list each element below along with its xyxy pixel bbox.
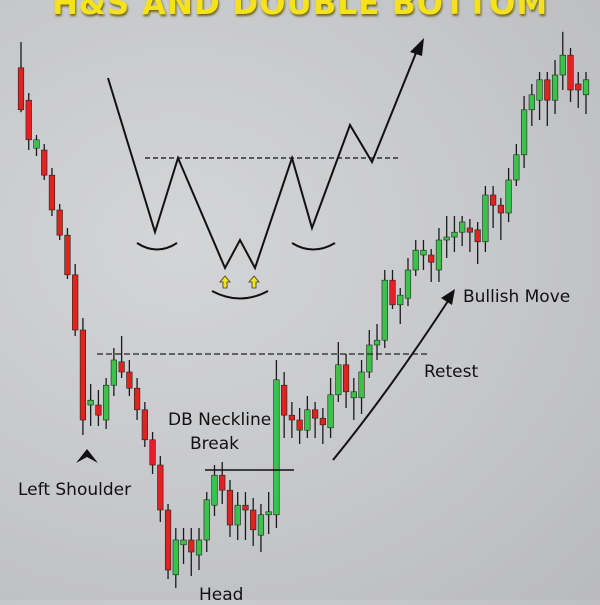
candle-bullish — [451, 231, 458, 238]
candle-bearish — [575, 83, 582, 91]
bullish-arrowhead-icon — [441, 289, 455, 305]
chevron-up-icon — [76, 449, 98, 463]
candle-bearish — [497, 204, 504, 214]
candle-bullish — [257, 514, 265, 536]
candle-bearish — [296, 419, 303, 431]
candle-bullish — [520, 109, 528, 156]
candle-bullish — [358, 371, 365, 399]
candle-bearish — [17, 67, 25, 111]
candle-bullish — [435, 239, 443, 271]
candle-bullish — [381, 279, 388, 341]
candle-bullish — [582, 79, 590, 96]
schematic-arrowhead-icon — [410, 38, 424, 56]
candle-bearish — [428, 254, 435, 263]
candle-bullish — [536, 79, 543, 101]
candle-bearish — [250, 509, 257, 531]
candle-bullish — [172, 539, 179, 576]
candle-bearish — [149, 439, 156, 466]
candle-bearish — [219, 474, 226, 491]
head-arc — [211, 290, 269, 300]
schematic-price-path — [107, 47, 419, 271]
candle-bullish — [350, 391, 357, 399]
candle-bearish — [474, 229, 481, 243]
candle-bearish — [48, 174, 56, 211]
candle-bullish — [366, 344, 373, 373]
candle-bullish — [211, 474, 218, 506]
page-title: H&S AND DOUBLE BOTTOM — [51, 0, 549, 22]
candle-bearish — [72, 274, 79, 331]
candle-bearish — [242, 504, 249, 511]
candle-bearish — [126, 371, 133, 389]
candle-bullish — [110, 359, 117, 386]
candle-bearish — [312, 409, 319, 419]
candle-bearish — [41, 149, 48, 176]
candle-bullish — [327, 394, 334, 429]
candle-bullish — [412, 249, 419, 271]
candle-bearish — [141, 409, 148, 441]
left-shoulder-arc — [136, 242, 178, 251]
candle-bullish — [505, 179, 512, 214]
candle-bullish — [304, 409, 311, 431]
yellow-up-arrows — [219, 275, 260, 289]
candle-bullish — [482, 194, 489, 243]
candle-bearish — [64, 234, 71, 276]
candle-bearish — [164, 509, 172, 571]
candle-bearish — [56, 209, 63, 236]
bullish-move-arrow — [332, 297, 451, 461]
candle-bullish — [203, 499, 210, 541]
candle-bullish — [265, 511, 272, 516]
candle-bearish — [544, 79, 551, 101]
candle-bullish — [273, 379, 280, 516]
candle-bullish — [551, 74, 559, 101]
label-bullish-move: Bullish Move — [463, 287, 571, 307]
up-arrow-icon — [219, 275, 231, 289]
label-break: Break — [190, 434, 239, 454]
candle-bearish — [281, 384, 288, 416]
right-shoulder-arc — [291, 242, 336, 251]
label-db-neckline: DB Neckline — [168, 410, 272, 430]
candles-group — [17, 31, 590, 588]
label-head: Head — [199, 585, 244, 605]
candle-bearish — [95, 404, 102, 416]
candle-bullish — [195, 539, 203, 556]
candle-bullish — [559, 54, 566, 76]
label-retest: Retest — [424, 362, 479, 382]
candle-bearish — [133, 387, 141, 411]
candle-bearish — [226, 489, 234, 526]
schematic-overlay — [107, 38, 424, 300]
candle-bullish — [33, 139, 40, 149]
candle-bearish — [188, 539, 195, 553]
candle-bearish — [79, 329, 87, 421]
candle-bearish — [567, 54, 574, 91]
candle-bullish — [404, 269, 412, 299]
candle-bearish — [157, 464, 164, 511]
candle-bearish — [319, 417, 326, 426]
candle-bullish — [335, 364, 342, 396]
candle-bearish — [25, 99, 32, 141]
candle-bullish — [103, 384, 110, 421]
candle-bullish — [397, 294, 404, 306]
candle-bullish — [87, 399, 94, 406]
candle-bullish — [420, 249, 427, 256]
candle-bearish — [389, 279, 396, 306]
candle-bearish — [288, 414, 295, 421]
candle-bearish — [490, 194, 497, 206]
candle-bullish — [459, 221, 466, 233]
candle-bullish — [528, 94, 535, 111]
candle-bullish — [180, 539, 187, 546]
candle-bullish — [234, 504, 241, 526]
candle-bearish — [342, 364, 350, 393]
candle-bullish — [513, 154, 520, 181]
label-left-shoulder: Left Shoulder — [18, 480, 132, 500]
candle-bearish — [466, 227, 474, 233]
up-arrow-icon — [248, 275, 260, 289]
candle-bearish — [118, 361, 125, 373]
candle-bullish — [443, 236, 450, 241]
candle-bullish — [373, 339, 381, 346]
